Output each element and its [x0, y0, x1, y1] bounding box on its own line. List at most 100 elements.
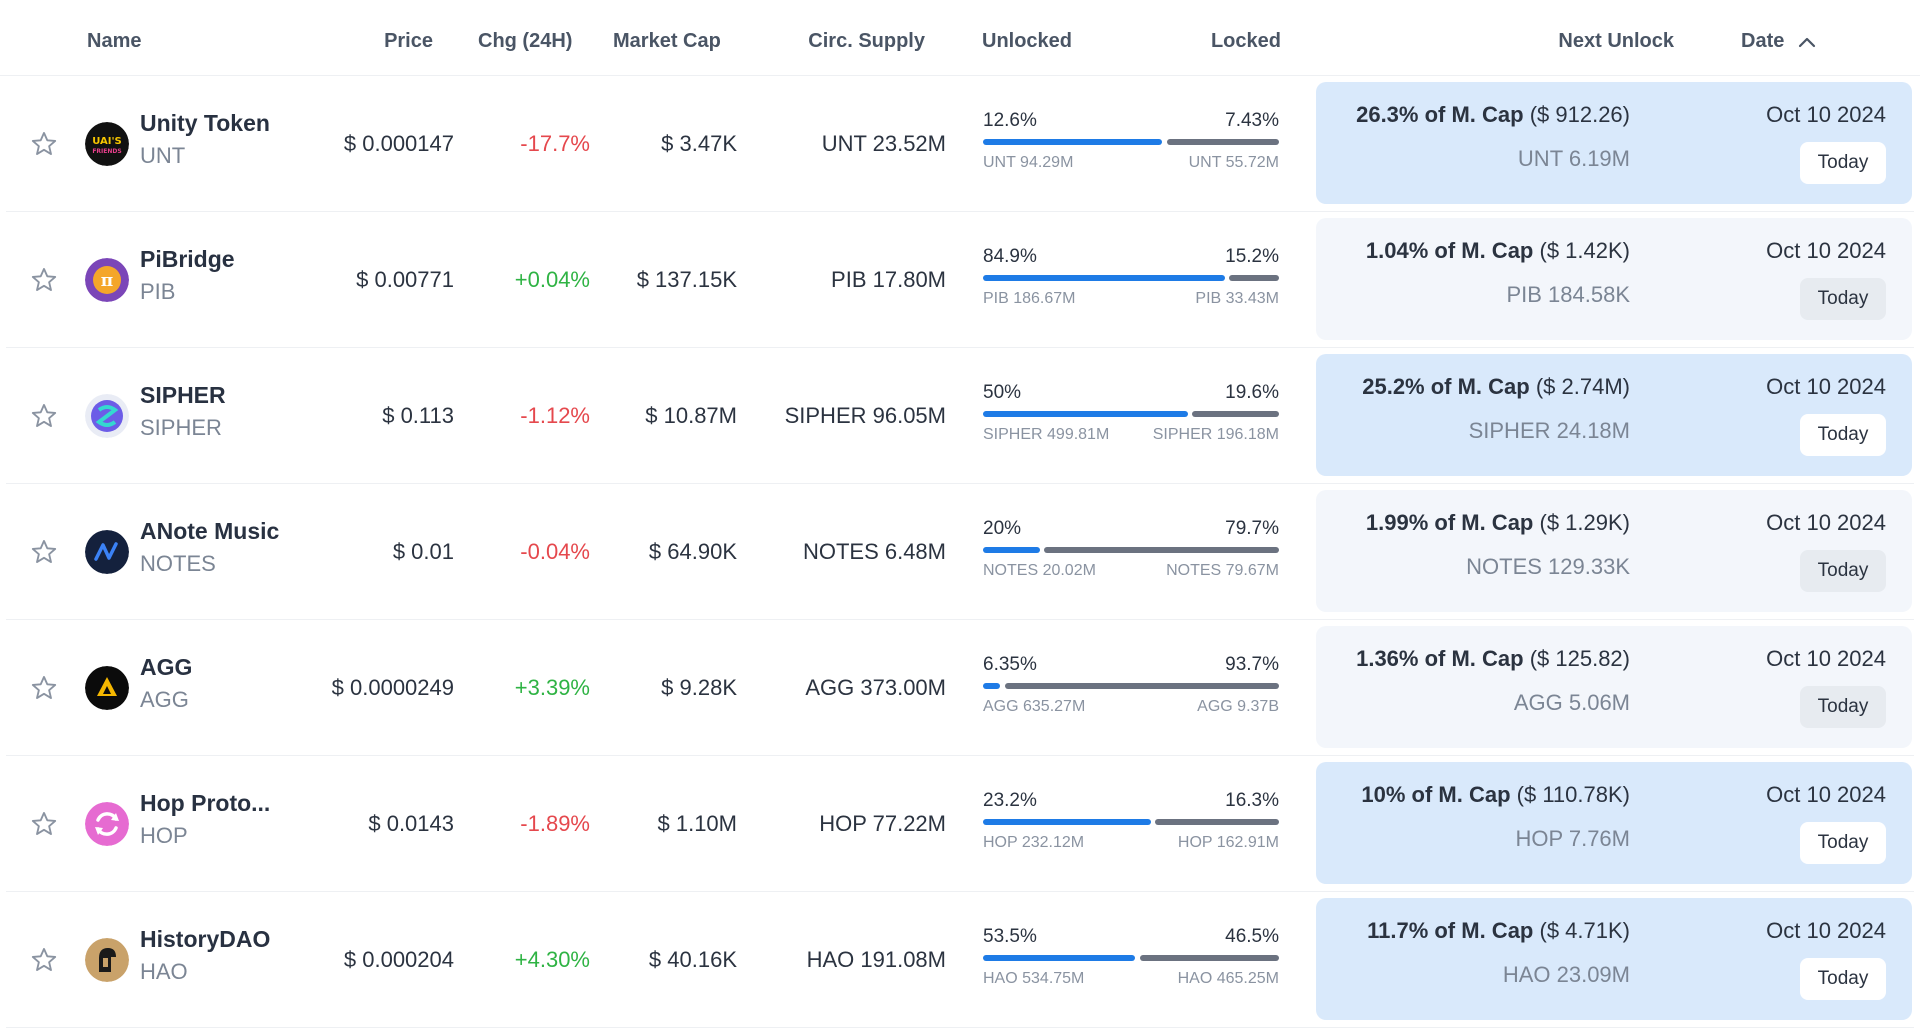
locked-amount: SIPHER 196.18M [1152, 426, 1279, 443]
price-change-24h: +0.04% [514, 266, 590, 292]
next-unlock-amount: NOTES 129.33K [1466, 554, 1630, 579]
hop-protocol-logo [85, 801, 129, 846]
token-price: $ 0.000147 [343, 130, 454, 156]
next-unlock-card[interactable]: 1.04% of M. Cap ($ 1.42K) PIB 184.58K Oc… [1316, 218, 1912, 340]
anote-music-logo [85, 529, 129, 574]
unlocked-segment [983, 275, 1225, 281]
star-icon[interactable] [30, 402, 58, 430]
table-row[interactable]: HistoryDAO HAO $ 0.000204 +4.30% $ 40.16… [6, 892, 1914, 1028]
unlocked-amount: HAO 534.75M [983, 970, 1085, 987]
token-name[interactable]: Unity Token [140, 110, 270, 136]
next-unlock-card[interactable]: 1.36% of M. Cap ($ 125.82) AGG 5.06M Oct… [1316, 626, 1912, 748]
unlock-progress: 50% 19.6% SIPHER 499.81M SIPHER 196.18M [981, 348, 1279, 484]
star-icon[interactable] [30, 130, 58, 158]
column-header-name[interactable]: Name [87, 30, 142, 52]
historydao-logo [85, 937, 129, 982]
market-cap: $ 40.16K [648, 946, 737, 972]
token-price: $ 0.0000249 [331, 674, 454, 700]
pibridge-logo: π [85, 257, 129, 302]
unlocked-percent: 53.5% [983, 926, 1037, 947]
price-change-24h: +3.39% [514, 674, 590, 700]
unlock-progress: 23.2% 16.3% HOP 232.12M HOP 162.91M [981, 756, 1279, 892]
table-row[interactable]: AGG AGG $ 0.0000249 +3.39% $ 9.28K AGG 3… [6, 620, 1914, 756]
column-header-date[interactable]: Date [1741, 30, 1816, 53]
next-unlock-market-cap: 1.36% of M. Cap ($ 125.82) [1356, 646, 1630, 672]
market-cap-value: ($ 110.78K) [1516, 782, 1630, 807]
table-row[interactable]: π PiBridge PIB $ 0.00771 +0.04% $ 137.15… [6, 212, 1914, 348]
circ-supply: NOTES 6.48M [802, 538, 946, 564]
star-icon[interactable] [30, 810, 58, 838]
token-name[interactable]: AGG [140, 654, 193, 680]
price-change-24h: +4.30% [514, 946, 590, 972]
today-badge[interactable]: Today [1800, 958, 1886, 1000]
market-cap: $ 1.10M [657, 810, 738, 836]
table-row[interactable]: Hop Proto... HOP $ 0.0143 -1.89% $ 1.10M… [6, 756, 1914, 892]
table-row[interactable]: ANote Music NOTES $ 0.01 -0.04% $ 64.90K… [6, 484, 1914, 620]
sipher-logo [85, 393, 129, 438]
unlock-bar [983, 275, 1279, 281]
next-unlock-card[interactable]: 26.3% of M. Cap ($ 912.26) UNT 6.19M Oct… [1316, 82, 1912, 204]
token-name[interactable]: PiBridge [140, 246, 235, 272]
token-symbol: NOTES [140, 551, 216, 576]
table-row[interactable]: UAI'S FRIENDS Unity Token UNT $ 0.000147 … [6, 76, 1914, 212]
token-name[interactable]: Hop Proto... [140, 790, 271, 816]
column-header-unlocked[interactable]: Unlocked [982, 30, 1073, 52]
market-cap-value: ($ 1.42K) [1539, 238, 1631, 263]
unlocked-percent: 6.35% [983, 654, 1037, 675]
column-header-market-cap[interactable]: Market Cap [613, 30, 721, 52]
next-unlock-card[interactable]: 11.7% of M. Cap ($ 4.71K) HAO 23.09M Oct… [1316, 898, 1912, 1020]
svg-text:π: π [101, 271, 113, 291]
locked-amount: UNT 55.72M [1188, 154, 1279, 171]
market-cap-percent: 10% of M. Cap [1361, 782, 1511, 807]
unlocked-amount: PIB 186.67M [983, 290, 1076, 307]
locked-percent: 19.6% [1225, 382, 1279, 403]
locked-segment [1228, 275, 1279, 281]
today-badge[interactable]: Today [1800, 550, 1886, 592]
circ-supply: SIPHER 96.05M [784, 402, 946, 428]
next-unlock-card[interactable]: 25.2% of M. Cap ($ 2.74M) SIPHER 24.18M … [1316, 354, 1912, 476]
table-row[interactable]: SIPHER SIPHER $ 0.113 -1.12% $ 10.87M SI… [6, 348, 1914, 484]
column-header-next-unlock[interactable]: Next Unlock [1558, 30, 1674, 52]
token-symbol: HOP [140, 823, 188, 848]
star-icon[interactable] [30, 946, 58, 974]
market-cap-value: ($ 2.74M) [1535, 374, 1630, 399]
locked-percent: 46.5% [1225, 926, 1279, 947]
column-header-change[interactable]: Chg (24H) [478, 30, 573, 52]
locked-segment [1139, 955, 1279, 961]
next-unlock-amount: SIPHER 24.18M [1468, 418, 1630, 443]
column-header-circ-supply[interactable]: Circ. Supply [808, 30, 925, 52]
next-unlock-amount: AGG 5.06M [1513, 690, 1630, 715]
unlocked-amount: UNT 94.29M [983, 154, 1074, 171]
token-price: $ 0.113 [382, 402, 454, 428]
star-icon[interactable] [30, 674, 58, 702]
market-cap: $ 10.87M [645, 402, 737, 428]
next-unlock-amount: UNT 6.19M [1517, 146, 1630, 171]
unlock-progress: 12.6% 7.43% UNT 94.29M UNT 55.72M [981, 76, 1279, 212]
token-name[interactable]: HistoryDAO [140, 926, 271, 952]
circ-supply: PIB 17.80M [831, 266, 946, 292]
locked-percent: 79.7% [1225, 518, 1279, 539]
today-badge[interactable]: Today [1800, 278, 1886, 320]
locked-percent: 7.43% [1225, 110, 1279, 131]
unlock-date: Oct 10 2024 [1766, 510, 1886, 535]
today-badge[interactable]: Today [1800, 686, 1886, 728]
today-badge[interactable]: Today [1800, 822, 1886, 864]
svg-text:UAI'S: UAI'S [92, 136, 122, 147]
today-badge[interactable]: Today [1800, 414, 1886, 456]
next-unlock-market-cap: 25.2% of M. Cap ($ 2.74M) [1362, 374, 1630, 400]
price-change-24h: -1.12% [520, 402, 590, 428]
token-name[interactable]: ANote Music [140, 518, 280, 544]
star-icon[interactable] [30, 538, 58, 566]
token-price: $ 0.01 [392, 538, 454, 564]
next-unlock-card[interactable]: 10% of M. Cap ($ 110.78K) HOP 7.76M Oct … [1316, 762, 1912, 884]
token-name[interactable]: SIPHER [140, 382, 226, 408]
next-unlock-card[interactable]: 1.99% of M. Cap ($ 1.29K) NOTES 129.33K … [1316, 490, 1912, 612]
today-badge[interactable]: Today [1800, 142, 1886, 184]
market-cap: $ 137.15K [636, 266, 737, 292]
column-header-locked[interactable]: Locked [1210, 30, 1281, 52]
column-header-price[interactable]: Price [384, 30, 433, 52]
locked-percent: 93.7% [1225, 654, 1279, 675]
next-unlock-market-cap: 1.99% of M. Cap ($ 1.29K) [1366, 510, 1630, 536]
star-icon[interactable] [30, 266, 58, 294]
unlock-bar [983, 411, 1279, 417]
